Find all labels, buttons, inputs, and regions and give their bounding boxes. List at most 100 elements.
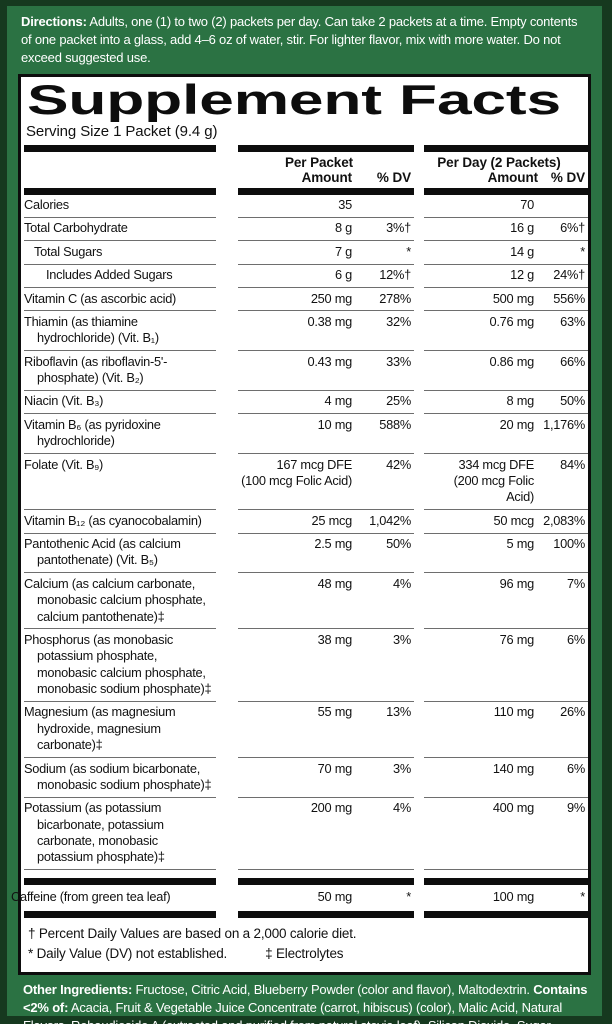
nutrient-name: Phosphorus (as monobasic potassium phosp… <box>24 629 216 702</box>
per-packet-dv: 3% <box>393 760 411 776</box>
per-day-cell: 140 mg 6% <box>424 758 588 798</box>
nutrient-name: Riboflavin (as riboflavin-5'-phosphate) … <box>24 351 216 391</box>
per-packet-dv-header: % DV <box>376 169 411 185</box>
per-day-amount: 400 mg <box>492 800 534 816</box>
nutrient-row: Folate (Vit. B₉) 167 mcg DFE (100 mcg Fo… <box>24 454 588 511</box>
per-packet-cell: 4 mg 25% <box>238 391 414 415</box>
per-packet-amount: 250 mg <box>310 290 352 306</box>
per-packet-amount: 2.5 mg <box>314 536 352 552</box>
per-packet-dv: * <box>406 889 411 905</box>
per-packet-cell: 200 mg 4% <box>238 798 414 871</box>
per-day-cell: 76 mg 6% <box>424 629 588 702</box>
footer-text: Other Ingredients: Fructose, Citric Acid… <box>7 975 602 1024</box>
per-packet-amount: 35 <box>338 197 352 213</box>
per-day-cell: 0.76 mg 63% <box>424 311 588 352</box>
per-day-amount: 100 mg <box>492 889 534 905</box>
per-packet-dv: 4% <box>393 800 411 816</box>
per-day-amount: 500 mg <box>492 290 534 306</box>
per-day-cell: 16 g 6%† <box>424 218 588 242</box>
caffeine-bottom-bar <box>24 910 588 918</box>
per-packet-cell: 70 mg 3% <box>238 758 414 798</box>
per-day-cell: 14 g * <box>424 241 588 265</box>
nutrient-name: Includes Added Sugars <box>24 265 216 289</box>
per-day-dv: 63% <box>560 313 585 329</box>
per-packet-dv: 33% <box>386 353 411 369</box>
per-packet-dv: 4% <box>393 575 411 591</box>
nutrient-name: Sodium (as sodium bicarbonate, monobasic… <box>24 758 216 798</box>
per-packet-amount-header: Amount <box>301 169 352 185</box>
bar-segment <box>424 144 588 152</box>
panel-title-text: Supplement Facts <box>27 79 561 122</box>
caffeine-section: Caffeine (from green tea leaf) 50 mg * 1… <box>11 878 588 918</box>
nutrient-row: Pantothenic Acid (as calcium pantothenat… <box>24 534 588 574</box>
per-day-dv: 556% <box>553 290 585 306</box>
nutrient-row: Total Sugars 7 g * 14 g * <box>24 241 588 265</box>
per-packet-amount: 38 mg <box>317 631 353 647</box>
per-day-cell: 96 mg 7% <box>424 573 588 630</box>
nutrient-row: Thiamin (as thiamine hydrochloride) (Vit… <box>24 311 588 352</box>
bar-segment <box>238 187 414 195</box>
per-packet-dv: 278% <box>379 290 411 306</box>
per-packet-cell: 0.38 mg 32% <box>238 311 414 352</box>
other-ingredients-list: Fructose, Citric Acid, Blueberry Powder … <box>132 982 534 998</box>
per-packet-dv: * <box>406 243 411 259</box>
caffeine-top-bar <box>24 878 588 886</box>
per-day-dv-header: % DV <box>550 169 585 185</box>
per-day-dv: 6% <box>567 760 585 776</box>
nutrient-name: Potassium (as potassium bicarbonate, pot… <box>24 798 216 871</box>
nutrient-row: Total Carbohydrate 8 g 3%† 16 g 6%† <box>24 218 588 242</box>
caffeine-per-packet: 50 mg * <box>238 885 414 910</box>
per-day-cell: 0.86 mg 66% <box>424 351 588 391</box>
per-day-dv: * <box>580 243 585 259</box>
nutrient-row: Niacin (Vit. B₃) 4 mg 25% 8 mg 50% <box>24 391 588 415</box>
per-packet-amount: 50 mg <box>317 889 353 905</box>
nutrient-name: Vitamin C (as ascorbic acid) <box>24 288 216 312</box>
serving-size: Serving Size 1 Packet (9.4 g) <box>26 122 218 140</box>
per-day-dv: 66% <box>560 353 585 369</box>
nutrient-name: Vitamin B₆ (as pyridoxine hydrochloride) <box>24 414 216 455</box>
per-packet-amount: 7 g <box>334 243 352 259</box>
per-day-amount: 76 mg <box>499 631 535 647</box>
nutrient-row: Calcium (as calcium carbonate, monobasic… <box>24 573 588 630</box>
per-day-header-group: Per Day (2 Packets) Amount % DV <box>424 152 588 188</box>
per-day-amount: 8 mg <box>506 393 535 409</box>
per-packet-amount: 0.38 mg <box>307 313 353 329</box>
bar-segment <box>424 187 588 195</box>
footnote-line2: * Daily Value (DV) not established. ‡ Ele… <box>28 944 585 964</box>
header-top-bar <box>24 144 588 152</box>
per-day-dv: 6% <box>567 631 585 647</box>
nutrient-row: Includes Added Sugars 6 g 12%† 12 g 24%† <box>24 265 588 289</box>
per-day-dv: 24%† <box>553 267 585 283</box>
per-day-amount: 140 mg <box>492 760 534 776</box>
nutrient-row: Riboflavin (as riboflavin-5'-phosphate) … <box>24 351 588 391</box>
footnote-not-established: * Daily Value (DV) not established. <box>28 945 228 961</box>
nutrient-row: Sodium (as sodium bicarbonate, monobasic… <box>24 758 588 798</box>
bar-segment <box>24 187 216 195</box>
per-packet-amount: 4 mg <box>324 393 353 409</box>
per-packet-amount: 6 g <box>334 267 352 283</box>
per-day-header: Per Day (2 Packets) <box>437 154 561 170</box>
per-packet-amount: 0.43 mg <box>307 353 353 369</box>
per-day-dv: 1,176% <box>543 416 585 432</box>
supplement-facts-panel: Supplement Facts Serving Size 1 Packet (… <box>11 73 591 976</box>
per-packet-cell: 6 g 12%† <box>238 265 414 289</box>
nutrient-name: Total Carbohydrate <box>24 218 216 242</box>
per-packet-cell: 7 g * <box>238 241 414 265</box>
per-day-cell: 70 <box>424 195 588 218</box>
per-day-cell: 500 mg 556% <box>424 288 588 312</box>
per-packet-cell: 8 g 3%† <box>238 218 414 242</box>
bar-segment <box>238 910 414 918</box>
per-day-cell: 50 mcg 2,083% <box>424 510 588 534</box>
per-packet-cell: 250 mg 278% <box>238 288 414 312</box>
per-day-dv: 84% <box>560 456 585 472</box>
per-packet-amount: 70 mg <box>317 760 353 776</box>
per-day-amount: 0.76 mg <box>489 313 535 329</box>
directions-text: Directions: Adults, one (1) to two (2) p… <box>7 6 602 74</box>
nutrient-row: Vitamin B₆ (as pyridoxine hydrochloride)… <box>24 414 588 455</box>
per-day-amount: 70 <box>520 197 534 213</box>
per-day-amount: 334 mcg DFE (200 mcg Folic Acid) <box>453 456 535 505</box>
per-day-amount: 20 mg <box>499 416 535 432</box>
per-packet-header-group: Per Packet Amount % DV <box>238 152 414 188</box>
per-day-dv: 2,083% <box>543 512 585 528</box>
per-day-dv: 26% <box>560 704 585 720</box>
